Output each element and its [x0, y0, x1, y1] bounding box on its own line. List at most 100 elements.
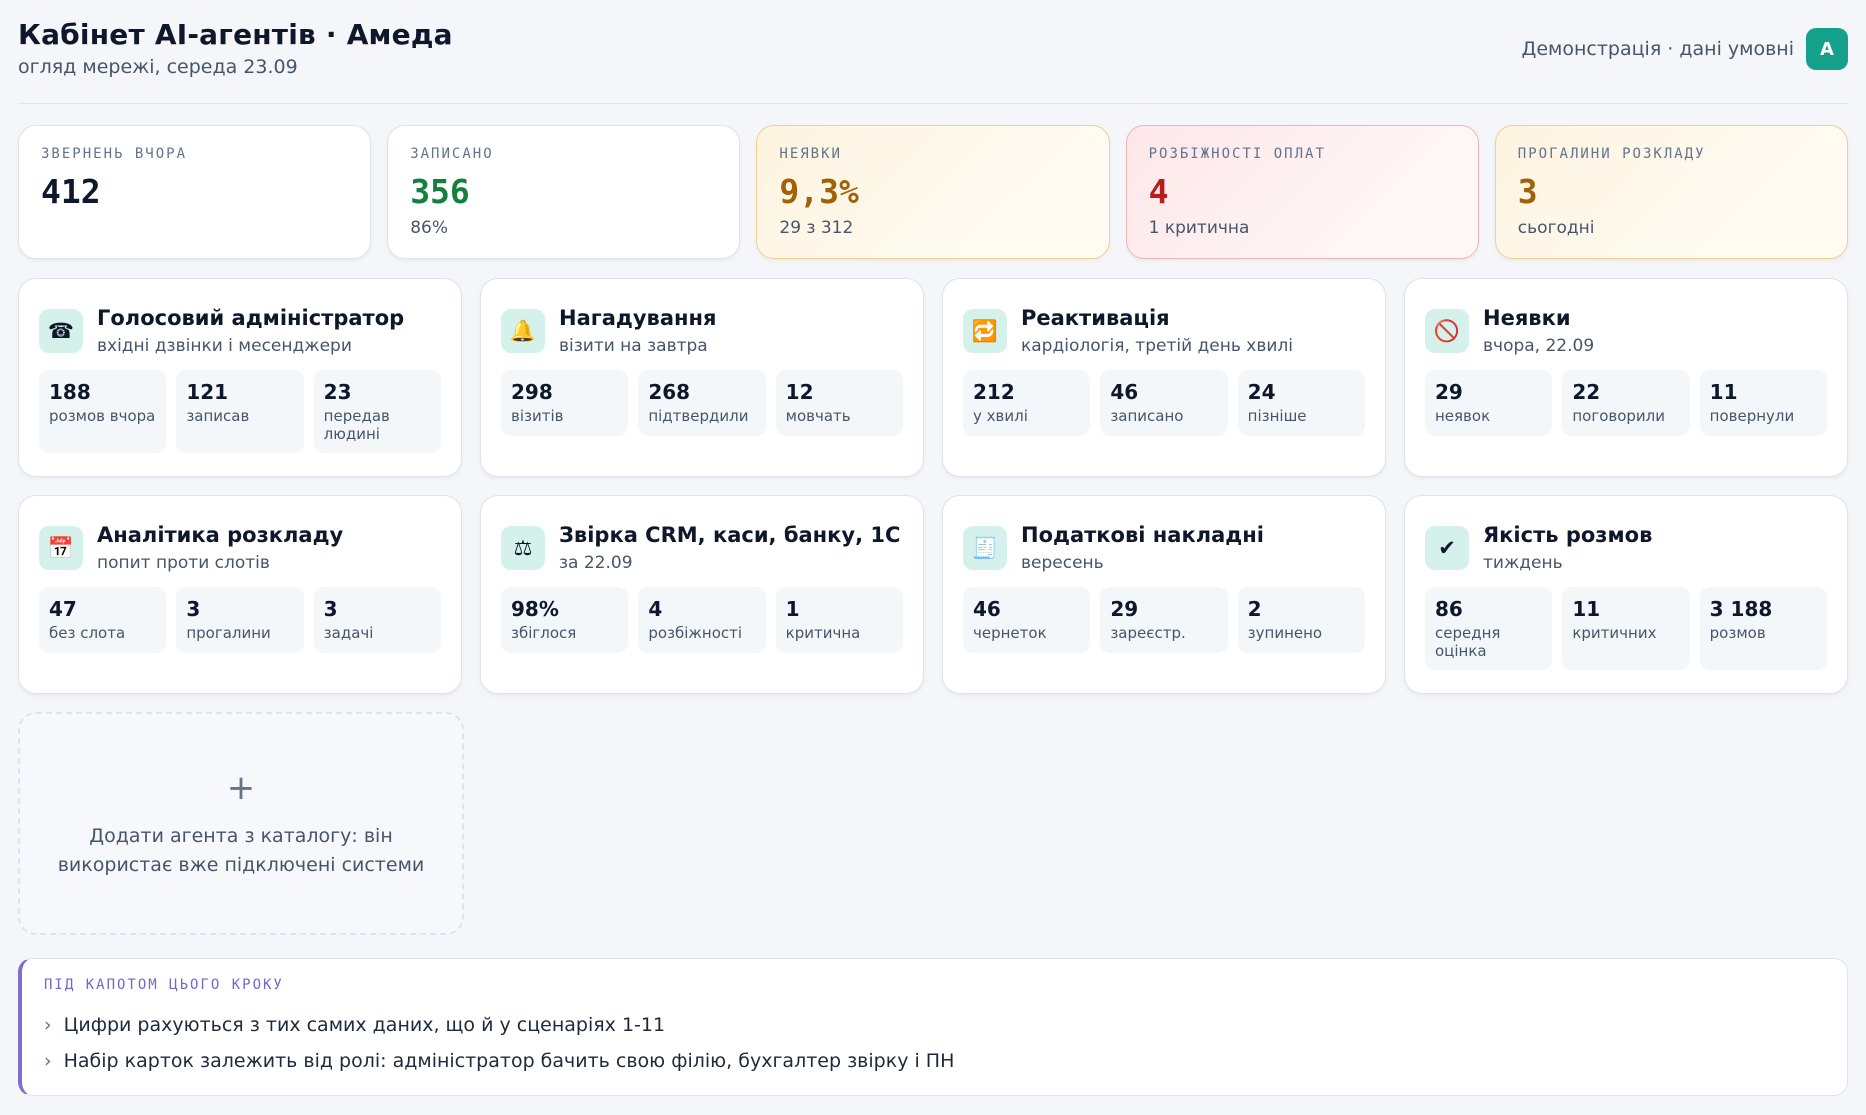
agent-card-heading: Звірка CRM, каси, банку, 1С за 22.09 — [559, 522, 900, 573]
stat-tile: 98% збіглося — [501, 587, 629, 653]
agent-card[interactable]: ⚖ Звірка CRM, каси, банку, 1С за 22.09 98% з… — [480, 495, 924, 694]
stat-value: 12 — [785, 380, 814, 404]
page-header: Кабінет AI-агентів · Амеда огляд мережі,… — [18, 18, 1848, 104]
stat-tile: 298 візитів — [501, 370, 629, 436]
header-right: Демонстрація · дані умовні A — [1521, 28, 1848, 70]
list-item: › Цифри рахуються з тих самих даних, що … — [44, 1007, 1825, 1043]
stat-label: задачі — [323, 624, 374, 642]
stat-label: критичних — [1572, 624, 1657, 642]
stat-tile: 11 критичних — [1562, 587, 1690, 670]
stat-tile: 3 прогалини — [176, 587, 304, 653]
kpi-value: 9,3% — [779, 172, 859, 211]
stat-label: передав людині — [323, 407, 390, 443]
agent-stats: 47 без слота 3 прогалини 3 задачі — [39, 587, 441, 653]
stat-tile: 121 записав — [176, 370, 304, 453]
kpi-subtext: 1 критична — [1148, 218, 1250, 238]
kpi-card[interactable]: НЕЯВКИ 9,3% 29 з 312 — [756, 125, 1110, 259]
stat-label: розбіжності — [648, 624, 743, 642]
stat-value: 268 — [648, 380, 691, 404]
agent-title: Якість розмов — [1483, 523, 1653, 547]
stat-label: розмов — [1709, 624, 1766, 642]
kpi-card[interactable]: ЗАПИСАНО 356 86% — [387, 125, 741, 259]
add-agent-text: Додати агента з каталогу: він використає… — [57, 824, 425, 876]
stat-label: середня оцінка — [1435, 624, 1501, 660]
stat-tile: 2 зупинено — [1237, 587, 1365, 653]
checkmark-icon: ✔ — [1425, 526, 1469, 570]
agent-card[interactable]: 🔁 Реактивація кардіологія, третій день хви… — [942, 278, 1386, 477]
stat-tile: 29 неявок — [1425, 370, 1553, 436]
avatar[interactable]: A — [1806, 28, 1848, 70]
agent-card-header: ☎ Голосовий адміністратор вхідні дзвінки і… — [39, 305, 441, 356]
agent-card-header: 📅 Аналітика розкладу попит проти слотів — [39, 522, 441, 573]
agent-card[interactable]: 📅 Аналітика розкладу попит проти слотів 47 б… — [18, 495, 462, 694]
stat-label: записав — [186, 407, 250, 425]
note-text: Набір карток залежить від ролі: адмініст… — [63, 1050, 955, 1072]
stat-value: 22 — [1572, 380, 1601, 404]
kpi-label: РОЗБІЖНОСТІ ОПЛАТ — [1148, 146, 1326, 162]
note-text: Цифри рахуються з тих самих даних, що й … — [63, 1014, 666, 1036]
agent-card-header: ✔ Якість розмов тиждень — [1425, 522, 1827, 573]
stat-label: без слота — [49, 624, 126, 642]
stat-tile: 29 зареєстр. — [1100, 587, 1228, 653]
agent-stats: 29 неявок 22 поговорили 11 повернули — [1425, 370, 1827, 436]
stat-value: 29 — [1110, 597, 1139, 621]
stat-label: прогалини — [186, 624, 271, 642]
kpi-label: ЗАПИСАНО — [410, 146, 494, 162]
stat-value: 23 — [323, 380, 352, 404]
agent-subtitle: візити на завтра — [559, 336, 708, 356]
notes-title: ПІД КАПОТОМ ЦЬОГО КРОКУ — [44, 977, 284, 993]
stat-tile: 46 записано — [1100, 370, 1228, 436]
notes-list: › Цифри рахуються з тих самих даних, що … — [44, 1007, 1825, 1079]
stat-value: 3 — [186, 597, 201, 621]
add-agent-card[interactable]: + Додати агента з каталогу: він використ… — [18, 712, 464, 935]
agent-title: Нагадування — [559, 306, 717, 330]
chevron-right-icon: › — [44, 1050, 52, 1072]
kpi-subtext: сьогодні — [1517, 218, 1595, 238]
kpi-card[interactable]: РОЗБІЖНОСТІ ОПЛАТ 4 1 критична — [1125, 125, 1479, 259]
agent-card-heading: Якість розмов тиждень — [1483, 522, 1652, 573]
kpi-value: 4 — [1148, 172, 1169, 211]
agent-card-heading: Голосовий адміністратор вхідні дзвінки і … — [97, 305, 404, 356]
stat-tile: 23 передав людині — [313, 370, 441, 453]
agent-card[interactable]: ☎ Голосовий адміністратор вхідні дзвінки і… — [18, 278, 462, 477]
stat-label: мовчать — [785, 407, 851, 425]
stat-label: записано — [1110, 407, 1184, 425]
agent-subtitle: кардіологія, третій день хвилі — [1021, 336, 1294, 356]
kpi-value: 412 — [41, 172, 101, 211]
stat-tile: 22 поговорили — [1562, 370, 1690, 436]
stat-label: у хвилі — [973, 407, 1028, 425]
agent-card-heading: Податкові накладні вересень — [1021, 522, 1264, 573]
agent-cards-grid: ☎ Голосовий адміністратор вхідні дзвінки і… — [18, 278, 1848, 694]
chevron-right-icon: › — [44, 1014, 52, 1036]
stat-tile: 188 розмов вчора — [39, 370, 167, 453]
calendar-icon: 📅 — [39, 526, 83, 570]
agent-stats: 188 розмов вчора 121 записав 23 передав людин… — [39, 370, 441, 453]
agent-card[interactable]: 🔔 Нагадування візити на завтра 298 візитів 26… — [480, 278, 924, 477]
agent-subtitle: вхідні дзвінки і месенджери — [97, 336, 352, 356]
agent-stats: 98% збіглося 4 розбіжності 1 критична — [501, 587, 903, 653]
kpi-card[interactable]: ЗВЕРНЕНЬ ВЧОРА 412 — [18, 125, 372, 259]
stat-tile: 47 без слота — [39, 587, 167, 653]
stat-tile: 212 у хвилі — [963, 370, 1091, 436]
kpi-row: ЗВЕРНЕНЬ ВЧОРА 412 ЗАПИСАНО 356 86% НЕЯВКИ 9,3… — [18, 125, 1848, 259]
stat-tile: 3 задачі — [313, 587, 441, 653]
agent-card-heading: Аналітика розкладу попит проти слотів — [97, 522, 343, 573]
agent-subtitle: за 22.09 — [559, 553, 633, 573]
kpi-card[interactable]: ПРОГАЛИНИ РОЗКЛАДУ 3 сьогодні — [1494, 125, 1848, 259]
stat-label: зареєстр. — [1110, 624, 1186, 642]
stat-value: 188 — [49, 380, 91, 404]
stat-value: 46 — [1110, 380, 1139, 404]
stat-label: розмов вчора — [49, 407, 156, 425]
agent-card[interactable]: ✔ Якість розмов тиждень 86 середня оцінка 11 к… — [1404, 495, 1848, 694]
stat-value: 3 188 — [1709, 597, 1773, 621]
agent-title: Реактивація — [1021, 306, 1170, 330]
stat-value: 2 — [1247, 597, 1262, 621]
stat-tile: 24 пізніше — [1237, 370, 1365, 436]
agent-card-header: 🚫 Неявки вчора, 22.09 — [1425, 305, 1827, 356]
stat-tile: 1 критична — [775, 587, 903, 653]
agent-card[interactable]: 🚫 Неявки вчора, 22.09 29 неявок 22 поговорили 1… — [1404, 278, 1848, 477]
stat-value: 11 — [1572, 597, 1601, 621]
agent-card[interactable]: 🧾 Податкові накладні вересень 46 чернеток 29 з… — [942, 495, 1386, 694]
agent-subtitle: вчора, 22.09 — [1483, 336, 1595, 356]
agent-subtitle: вересень — [1021, 553, 1104, 573]
